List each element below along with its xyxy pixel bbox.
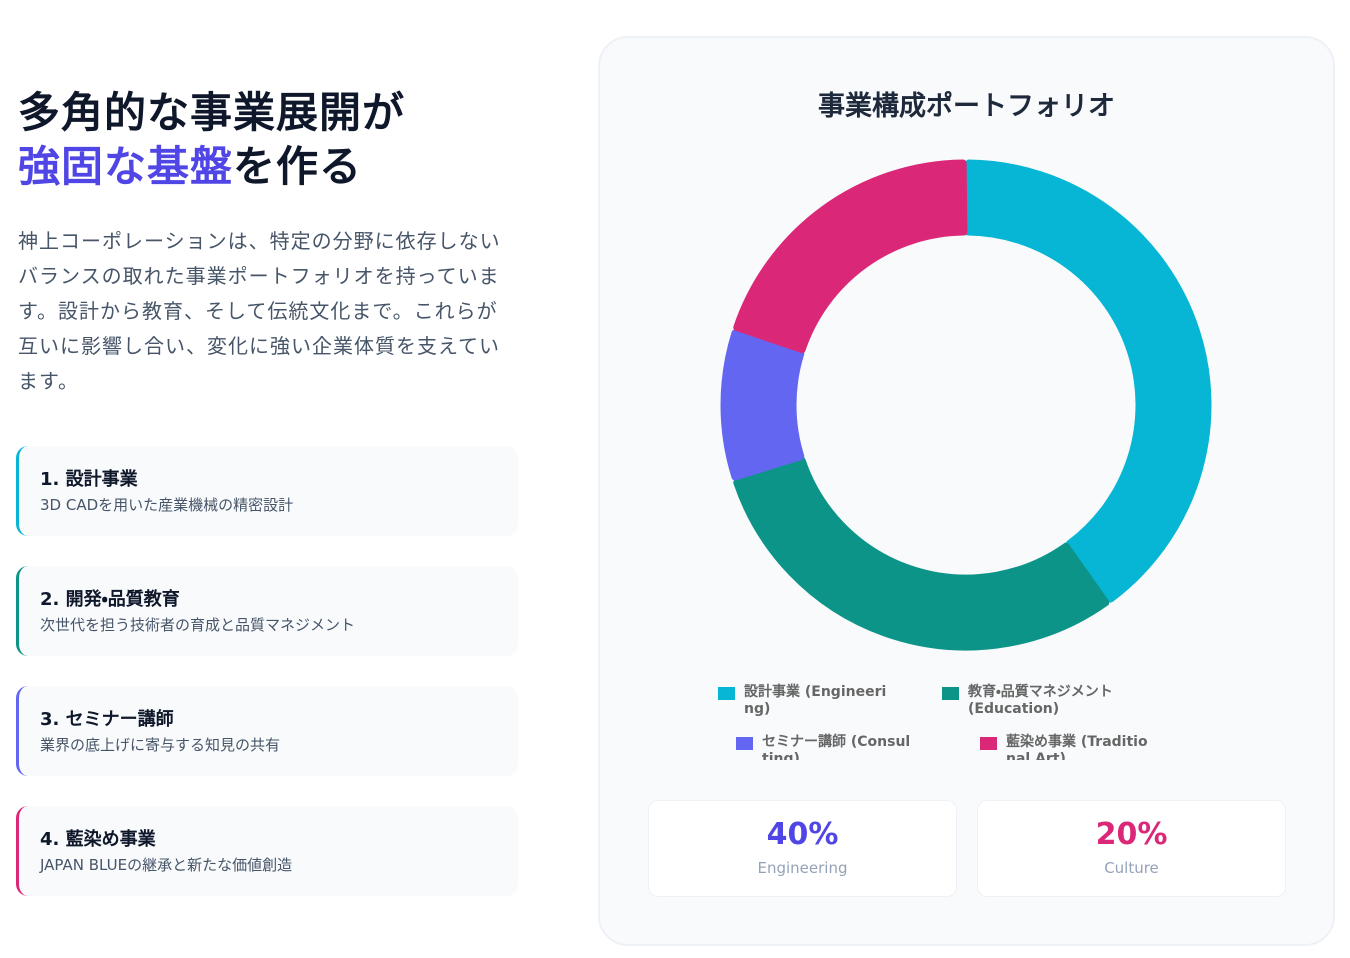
heading-rest: を作る: [233, 142, 363, 191]
doughnut-segment: [733, 159, 968, 354]
item-title: 1. 設計事業: [40, 469, 138, 490]
chart-title: 事業構成ポートフォリオ: [818, 91, 1115, 122]
legend-item: セミナー講師 (Consulting): [736, 734, 912, 760]
legend-item: 藍染め事業 (Traditional Art): [980, 734, 1156, 760]
item-text: JAPAN BLUEの継承と新たな価値創造: [40, 856, 293, 874]
doughnut-segment: [733, 456, 1110, 651]
legend-swatch: [980, 737, 997, 750]
legend-swatch: [718, 687, 735, 700]
item-text: 3D CADを用いた産業機械の精密設計: [40, 496, 294, 514]
item-text: 業界の底上げに寄与する知見の共有: [40, 736, 281, 754]
stat-value: 20%: [1095, 817, 1168, 852]
description: 神上コーポレーションは、特定の分野に依存しないバランスの取れた事業ポートフォリオ…: [18, 229, 501, 393]
business-item: 2. 開発・品質教育次世代を担う技術者の育成と品質マネジメント: [16, 566, 518, 656]
business-item: 3. セミナー講師業界の底上げに寄与する知見の共有: [16, 686, 518, 776]
item-title: 4. 藍染め事業: [40, 829, 156, 850]
heading: 多角的な事業展開が 強固な基盤を作る: [18, 86, 405, 194]
legend-swatch: [736, 737, 753, 750]
legend-item: 教育・品質マネジメント (Education): [942, 684, 1118, 718]
heading-line: 多角的な事業展開が: [18, 88, 406, 137]
stat-value: 40%: [766, 817, 839, 852]
heading-accent: 強固な基盤: [18, 142, 234, 191]
legend-label: 設計事業 (Engineering): [744, 684, 887, 717]
legend-swatch: [942, 687, 959, 700]
legend-label: 藍染め事業 (Traditional Art): [1006, 734, 1148, 760]
doughnut-segment: [964, 159, 1212, 603]
doughnut-segment: [720, 329, 805, 481]
legend: 設計事業 (Engineering) 教育・品質マネジメント (Education…: [700, 680, 1220, 760]
legend-item: 設計事業 (Engineering): [718, 684, 894, 718]
legend-label: 教育・品質マネジメント (Education): [968, 684, 1113, 717]
business-item: 4. 藍染め事業 JAPAN BLUEの継承と新たな価値創造: [16, 806, 518, 896]
item-title: 3. セミナー講師: [40, 709, 174, 730]
business-item: 1. 設計事業 3D CADを用いた産業機械の精密設計: [16, 446, 518, 536]
item-title: 2. 開発・品質教育: [40, 589, 180, 610]
stat-label: Engineering: [757, 859, 848, 877]
stat-label: Culture: [1104, 859, 1159, 877]
stat-card: 20% Culture: [977, 800, 1286, 897]
legend-label: セミナー講師 (Consulting): [762, 734, 911, 760]
item-text: 次世代を担う技術者の育成と品質マネジメント: [40, 616, 356, 634]
stat-card: 40% Engineering: [648, 800, 957, 897]
